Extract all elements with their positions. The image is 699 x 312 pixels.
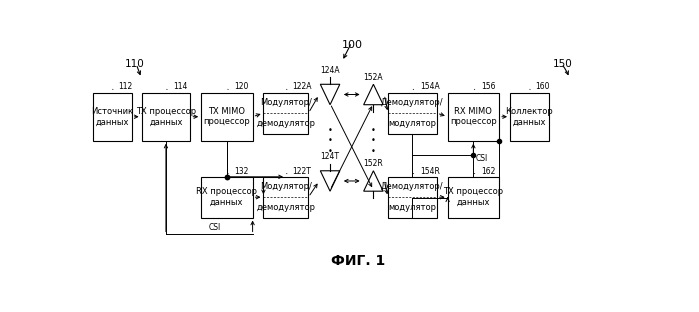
Text: TX процессор
данных: TX процессор данных <box>136 107 196 126</box>
Text: CSI: CSI <box>208 223 221 232</box>
Bar <box>510 93 549 141</box>
Text: 160: 160 <box>535 82 550 91</box>
Bar <box>388 93 437 134</box>
Text: 152A: 152A <box>363 73 383 82</box>
Text: RX процессор
данных: RX процессор данных <box>196 188 257 207</box>
Bar <box>447 93 499 141</box>
Bar <box>141 93 190 141</box>
Text: 122A: 122A <box>293 82 312 91</box>
Text: Коллектор
данных: Коллектор данных <box>505 107 554 126</box>
Text: 122T: 122T <box>293 167 312 176</box>
Bar <box>201 177 252 218</box>
Text: 124A: 124A <box>320 66 340 75</box>
Text: CSI: CSI <box>476 154 489 163</box>
Text: RX MIMO
процессор: RX MIMO процессор <box>450 107 497 126</box>
Text: 154R: 154R <box>419 167 440 176</box>
Text: TX MIMO
процессор: TX MIMO процессор <box>203 107 250 126</box>
Text: 100: 100 <box>343 40 363 50</box>
Text: ФИГ. 1: ФИГ. 1 <box>331 254 385 268</box>
Text: демодулятор: демодулятор <box>257 203 315 212</box>
Text: 124T: 124T <box>321 152 340 161</box>
Text: Модулятор/: Модулятор/ <box>260 98 312 107</box>
Text: Модулятор/: Модулятор/ <box>260 183 312 192</box>
Text: •
•
•: • • • <box>371 126 376 156</box>
Bar <box>264 93 308 134</box>
Text: модулятор: модулятор <box>389 203 436 212</box>
Text: Демодулятор/: Демодулятор/ <box>381 183 444 192</box>
Text: 114: 114 <box>173 82 187 91</box>
Text: 132: 132 <box>235 167 249 176</box>
Text: 152R: 152R <box>363 159 383 168</box>
Text: 112: 112 <box>118 82 132 91</box>
Bar <box>447 177 499 218</box>
Text: 154A: 154A <box>419 82 440 91</box>
Text: Источник
данных: Источник данных <box>92 107 134 126</box>
Text: демодулятор: демодулятор <box>257 119 315 128</box>
Text: TX процессор
данных: TX процессор данных <box>443 188 503 207</box>
Text: 156: 156 <box>481 82 496 91</box>
Bar <box>388 177 437 218</box>
Bar <box>93 93 132 141</box>
Text: 150: 150 <box>554 59 573 69</box>
Bar <box>264 177 308 218</box>
Text: Демодулятор/: Демодулятор/ <box>381 98 444 107</box>
Text: модулятор: модулятор <box>389 119 436 128</box>
Text: 110: 110 <box>125 59 145 69</box>
Text: •
•
•: • • • <box>328 126 333 156</box>
Bar <box>201 93 252 141</box>
Text: 162: 162 <box>481 167 496 176</box>
Text: 120: 120 <box>235 82 249 91</box>
